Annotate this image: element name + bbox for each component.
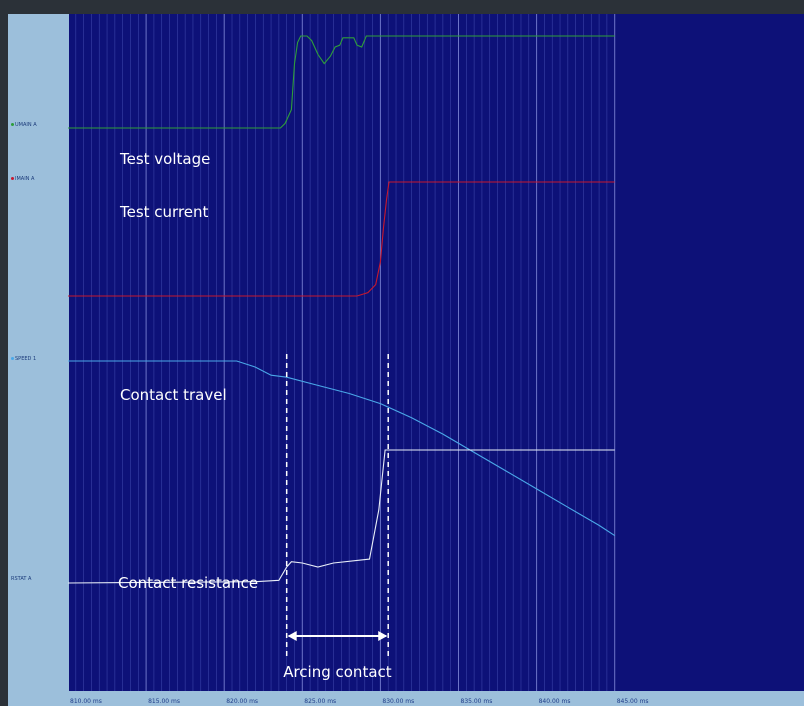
x-tick-label: 830.00 ms	[382, 698, 414, 705]
plot-background	[69, 14, 804, 691]
x-tick-label: 820.00 ms	[226, 698, 258, 705]
series-line-2	[68, 360, 616, 537]
series-line-0	[68, 35, 615, 129]
grid-lines	[75, 14, 616, 691]
x-tick-label: 810.00 ms	[70, 698, 102, 705]
arcing-label: Arcing contact	[283, 663, 392, 681]
series-label: Contact resistance	[118, 574, 258, 592]
x-tick-label: 845.00 ms	[617, 698, 649, 705]
arrow-right-icon	[378, 631, 388, 641]
channel-panel: UMAIN A IMAIN A SPEED 1 RSTAT A	[8, 14, 68, 706]
channel-dot-icon	[11, 123, 14, 126]
series-line-1	[68, 181, 615, 297]
oscillogram-plot: 810.00 ms 815.00 ms 820.00 ms 825.00 ms 830.…	[67, 14, 804, 706]
series-label: Test current	[119, 203, 209, 221]
oscillogram-window: UMAIN A IMAIN A SPEED 1 RSTAT A 810.00 m…	[8, 14, 804, 706]
series-line-3	[67, 449, 615, 584]
x-axis-strip	[69, 691, 804, 706]
channel-tag-voltage: UMAIN A	[11, 122, 37, 128]
x-tick-label: 825.00 ms	[304, 698, 336, 705]
x-tick-label: 840.00 ms	[539, 698, 571, 705]
channel-tag-resistance: RSTAT A	[11, 576, 32, 582]
arcing-annotation: Arcing contact	[283, 354, 392, 681]
series-label: Test voltage	[119, 150, 210, 168]
arrow-left-icon	[287, 631, 297, 641]
series-label: Contact travel	[120, 386, 227, 404]
channel-dot-icon	[11, 177, 14, 180]
x-tick-label: 835.00 ms	[461, 698, 493, 705]
channel-dot-icon	[11, 357, 14, 360]
channel-tag-travel: SPEED 1	[11, 356, 36, 362]
x-tick-label: 815.00 ms	[148, 698, 180, 705]
channel-tag-current: IMAIN A	[11, 176, 34, 182]
